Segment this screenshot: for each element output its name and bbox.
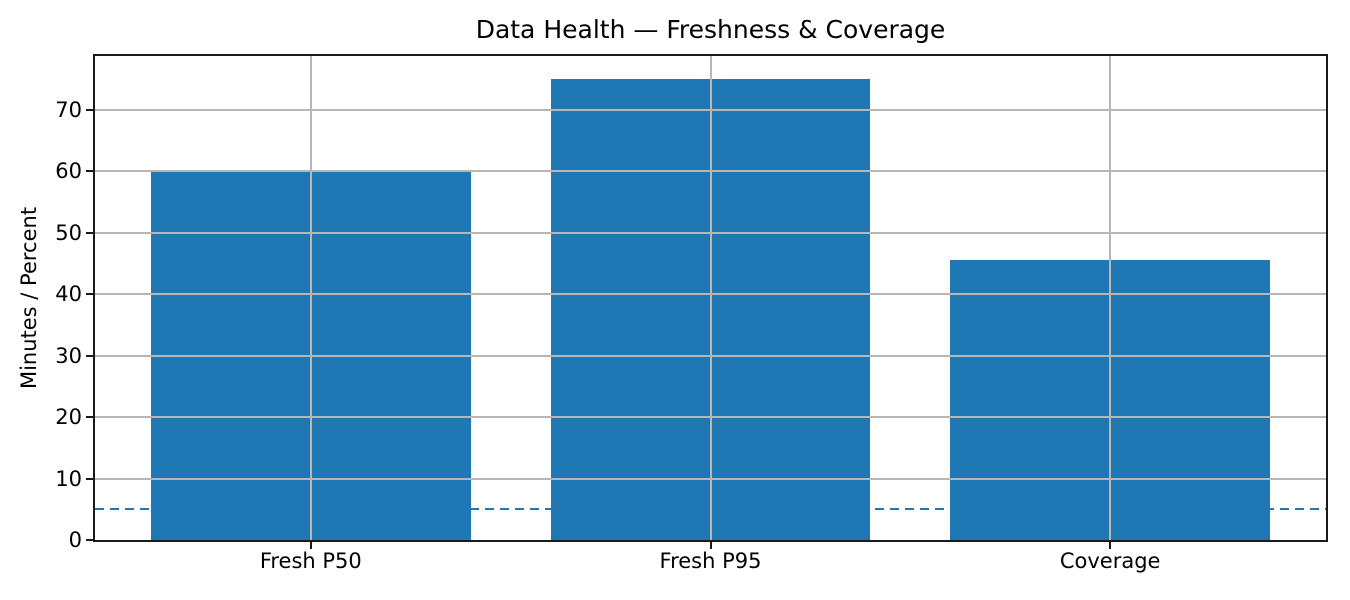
chart-title: Data Health — Freshness & Coverage xyxy=(475,15,946,44)
y-tick-label: 70 xyxy=(55,97,82,122)
y-tick-mark xyxy=(86,293,93,296)
y-tick-mark xyxy=(86,539,93,541)
plot-area xyxy=(93,54,1328,542)
y-tick-label: 30 xyxy=(55,343,82,368)
y-tick-label: 20 xyxy=(55,405,82,430)
y-tick-label: 10 xyxy=(55,466,82,491)
y-tick-mark xyxy=(86,477,93,480)
y-tick-label: 50 xyxy=(55,220,82,245)
y-tick-mark xyxy=(86,170,93,173)
x-tick-label: Fresh P50 xyxy=(259,549,362,573)
v-gridline xyxy=(309,56,312,540)
v-gridline xyxy=(1109,56,1112,540)
y-tick-label: 0 xyxy=(68,528,82,552)
x-tick-label: Fresh P95 xyxy=(659,549,762,573)
v-gridline xyxy=(709,56,712,540)
x-tick-label: Coverage xyxy=(1059,549,1161,573)
y-tick-mark xyxy=(86,354,93,357)
x-tick-mark xyxy=(309,542,312,549)
y-tick-label: 40 xyxy=(55,282,82,307)
x-tick-mark xyxy=(1109,542,1112,549)
y-tick-mark xyxy=(86,231,93,234)
y-tick-mark xyxy=(86,416,93,419)
y-tick-label: 60 xyxy=(55,159,82,184)
x-tick-mark xyxy=(709,542,712,549)
y-tick-mark xyxy=(86,108,93,111)
gridline-layer xyxy=(95,56,1326,540)
